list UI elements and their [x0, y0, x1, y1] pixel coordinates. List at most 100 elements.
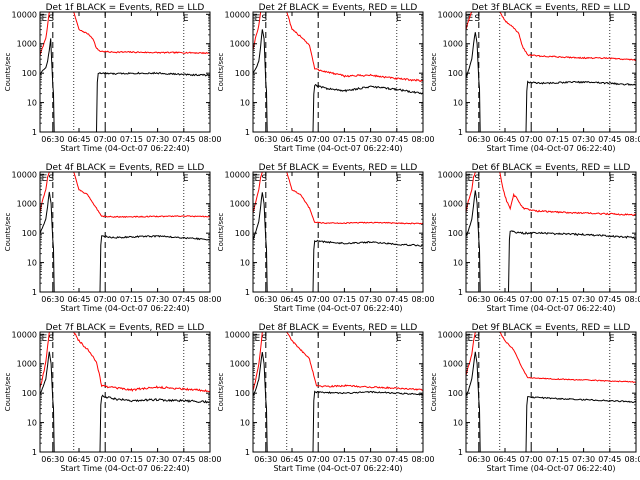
y-tick-label: 100	[448, 69, 463, 78]
lld-series-line	[466, 332, 636, 383]
y-tick-label: 1	[458, 448, 463, 457]
y-tick-label: 10000	[12, 330, 37, 339]
y-axis-label: Counts/sec	[4, 213, 12, 252]
x-tick-label: 06:30	[41, 295, 64, 304]
events-series-line	[312, 390, 423, 452]
y-tick-label: 1	[32, 288, 37, 297]
y-tick-label: 10000	[438, 330, 463, 339]
x-tick-label: 07:30	[572, 135, 595, 144]
events-series-line	[312, 239, 423, 292]
x-tick-label: 07:15	[546, 135, 569, 144]
x-tick-label: 06:30	[254, 455, 277, 464]
marker-letter: S	[261, 334, 267, 344]
marker-letter: E	[467, 174, 473, 184]
x-tick-label: 06:30	[254, 295, 277, 304]
y-tick-label: 10	[240, 99, 250, 108]
panel-title: Det 4f BLACK = Events, RED = LLD	[46, 163, 205, 173]
plot-frame	[465, 11, 637, 133]
x-axis-label: Start Time (04-Oct-07 06:22:40)	[60, 304, 189, 313]
y-axis-label: Counts/sec	[430, 53, 438, 92]
x-tick-label: 07:30	[359, 135, 382, 144]
lld-series-line	[253, 12, 423, 82]
x-tick-label: 06:30	[467, 455, 490, 464]
y-tick-label: 10000	[12, 170, 37, 179]
lld-series-line	[253, 172, 423, 225]
x-tick-label: 07:00	[520, 455, 543, 464]
y-axis-label: Counts/sec	[4, 53, 12, 92]
marker-letter: S	[48, 14, 54, 24]
y-tick-label: 10000	[12, 10, 37, 19]
events-series-line	[40, 351, 55, 452]
x-tick-label: 07:15	[120, 135, 143, 144]
y-tick-label: 100	[448, 389, 463, 398]
marker-letter: E	[254, 174, 260, 184]
plot-frame	[465, 171, 637, 293]
y-tick-label: 1000	[230, 360, 250, 369]
x-tick-label: 06:45	[280, 135, 303, 144]
x-tick-label: 06:45	[280, 455, 303, 464]
x-tick-label: 06:30	[467, 295, 490, 304]
marker-letter: E	[183, 174, 189, 184]
y-tick-label: 100	[448, 229, 463, 238]
x-tick-label: 07:30	[572, 295, 595, 304]
x-tick-label: 07:30	[359, 455, 382, 464]
events-series-line	[99, 235, 210, 292]
events-series-line	[508, 230, 636, 292]
x-axis-label: Start Time (04-Oct-07 06:22:40)	[486, 144, 615, 153]
lld-series-line	[466, 172, 636, 217]
x-tick-label: 07:45	[385, 455, 408, 464]
x-tick-label: 07:00	[520, 135, 543, 144]
x-axis-label: Start Time (04-Oct-07 06:22:40)	[486, 464, 615, 473]
y-axis-label: Counts/sec	[4, 373, 12, 412]
y-tick-label: 10000	[438, 170, 463, 179]
x-tick-label: 07:45	[385, 135, 408, 144]
x-tick-label: 07:00	[307, 135, 330, 144]
marker-letter: E	[254, 14, 260, 24]
y-tick-label: 1	[245, 128, 250, 137]
marker-letter: S	[48, 334, 54, 344]
events-series-line	[40, 38, 55, 132]
y-tick-label: 1	[245, 288, 250, 297]
y-axis-label: Counts/sec	[217, 213, 225, 252]
x-tick-label: 07:45	[172, 455, 195, 464]
panel-title: Det 2f BLACK = Events, RED = LLD	[259, 3, 418, 13]
marker-letter: E	[396, 334, 402, 344]
marker-letter: S	[48, 174, 54, 184]
x-axis-label: Start Time (04-Oct-07 06:22:40)	[486, 304, 615, 313]
panel-title: Det 9f BLACK = Events, RED = LLD	[472, 323, 631, 333]
y-tick-label: 1000	[230, 40, 250, 49]
x-tick-label: 07:45	[172, 295, 195, 304]
y-tick-label: 10000	[438, 10, 463, 19]
x-axis-label: Start Time (04-Oct-07 06:22:40)	[273, 144, 402, 153]
lld-series-line	[466, 12, 636, 62]
y-tick-label: 100	[235, 69, 250, 78]
panel-title: Det 5f BLACK = Events, RED = LLD	[259, 163, 418, 173]
x-tick-label: 07:00	[307, 295, 330, 304]
panel-title: Det 3f BLACK = Events, RED = LLD	[472, 3, 631, 13]
x-axis-label: Start Time (04-Oct-07 06:22:40)	[60, 464, 189, 473]
y-tick-label: 1000	[230, 200, 250, 209]
panel-title: Det 6f BLACK = Events, RED = LLD	[472, 163, 631, 173]
x-tick-label: 07:30	[572, 455, 595, 464]
lld-series-line	[253, 332, 423, 391]
plot-frame	[252, 11, 424, 133]
y-tick-label: 10000	[225, 10, 250, 19]
y-tick-label: 100	[22, 69, 37, 78]
y-tick-label: 1000	[443, 360, 463, 369]
plot-frame	[39, 171, 211, 293]
y-tick-label: 1000	[443, 40, 463, 49]
x-tick-label: 06:30	[41, 455, 64, 464]
x-tick-label: 07:15	[546, 295, 569, 304]
x-axis-label: Start Time (04-Oct-07 06:22:40)	[273, 304, 402, 313]
marker-letter: E	[467, 14, 473, 24]
x-tick-label: 06:45	[67, 295, 90, 304]
y-tick-label: 1000	[17, 200, 37, 209]
x-tick-label: 06:30	[467, 135, 490, 144]
plot-frame	[39, 11, 211, 133]
x-tick-label: 08:00	[624, 295, 640, 304]
x-tick-label: 07:45	[598, 135, 621, 144]
